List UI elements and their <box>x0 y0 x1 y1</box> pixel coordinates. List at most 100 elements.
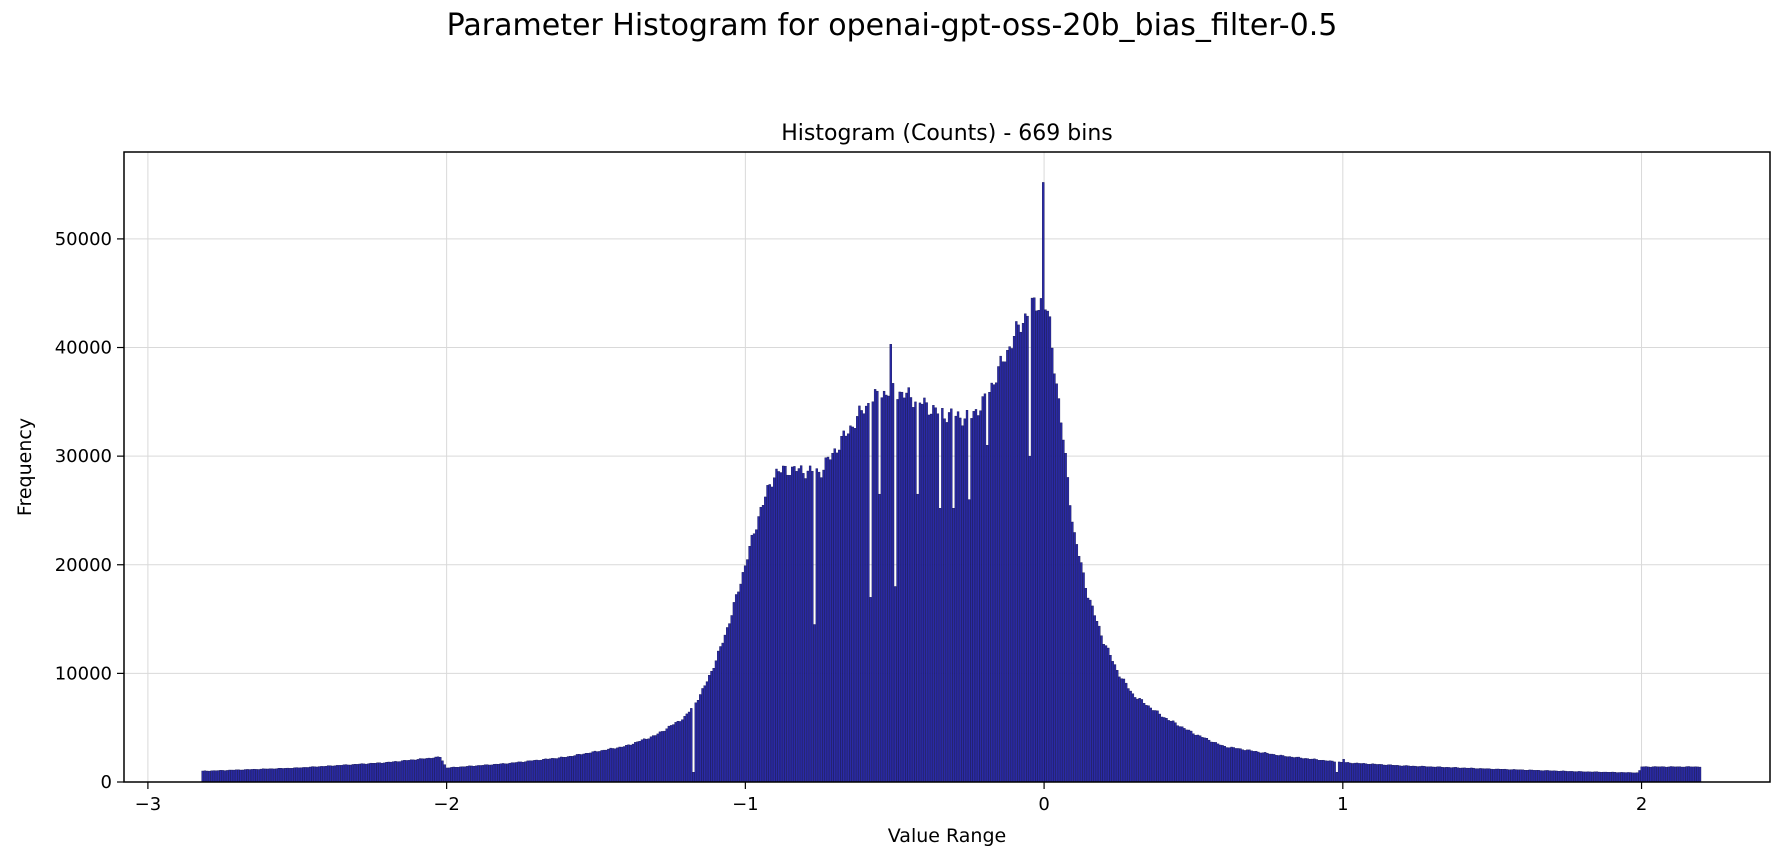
histogram-bar <box>1156 710 1159 783</box>
histogram-bar <box>625 745 628 783</box>
histogram-bar <box>324 765 328 783</box>
histogram-bar <box>1250 750 1253 783</box>
histogram-bar <box>360 763 363 783</box>
histogram-bar <box>1656 766 1659 783</box>
histogram-bar <box>1228 747 1231 783</box>
histogram-bar <box>1461 767 1464 783</box>
histogram-bar <box>734 594 738 783</box>
histogram-bar <box>1344 762 1348 783</box>
histogram-bar <box>992 384 996 783</box>
x-tick-label: −3 <box>135 794 162 815</box>
histogram-bar <box>407 760 411 783</box>
histogram-bar <box>1111 661 1114 783</box>
histogram-bar <box>1692 766 1695 783</box>
histogram-bar <box>1624 772 1628 783</box>
histogram-bar <box>1346 762 1350 783</box>
histogram-bar <box>1190 730 1193 783</box>
histogram-bar <box>791 466 794 783</box>
histogram-bar <box>1573 771 1576 783</box>
histogram-bar <box>230 769 233 783</box>
histogram-bar <box>811 470 814 783</box>
histogram-bar <box>1476 768 1480 783</box>
histogram-bar <box>1640 766 1643 783</box>
histogram-bar <box>259 768 263 783</box>
histogram-bar <box>1452 767 1455 783</box>
histogram-bar <box>1066 477 1070 783</box>
histogram-bar <box>927 414 931 783</box>
histogram-bar <box>1568 771 1572 783</box>
histogram-bar <box>1353 762 1356 783</box>
histogram-bar <box>1510 769 1513 783</box>
histogram-bar <box>490 764 493 783</box>
histogram-bar <box>416 759 419 783</box>
histogram-bar <box>856 416 859 783</box>
y-tick-label: 20000 <box>55 555 112 576</box>
histogram-bar <box>1062 439 1065 783</box>
histogram-bar <box>701 688 704 783</box>
histogram-bar <box>1174 722 1177 783</box>
histogram-bar <box>1185 729 1188 783</box>
histogram-bar <box>223 770 227 783</box>
histogram-bar <box>470 765 473 783</box>
histogram-bar <box>1420 765 1424 783</box>
histogram-bar <box>261 768 265 783</box>
histogram-bar <box>533 760 536 783</box>
histogram-bar <box>1647 766 1650 783</box>
histogram-bar <box>1606 772 1610 783</box>
histogram-bar <box>1284 756 1287 783</box>
histogram-bar <box>759 506 762 783</box>
histogram-bar <box>1555 770 1558 783</box>
histogram-bar <box>457 767 460 783</box>
histogram-bar <box>858 405 861 783</box>
histogram-bar <box>425 758 428 783</box>
histogram-bar <box>403 760 406 783</box>
histogram-bar <box>205 770 209 783</box>
histogram-bar <box>952 508 955 783</box>
histogram-bar <box>454 767 458 783</box>
histogram-bar <box>1133 697 1137 783</box>
histogram-bar <box>499 763 502 783</box>
histogram-bar <box>710 671 713 783</box>
histogram-bar <box>320 766 323 783</box>
histogram-bar <box>712 668 715 783</box>
histogram-bar <box>748 546 751 783</box>
histogram-bar <box>1333 761 1336 783</box>
histogram-bar <box>1355 762 1359 783</box>
histogram-bar <box>723 634 727 783</box>
histogram-bar <box>1304 758 1307 783</box>
histogram-bar <box>1015 321 1018 783</box>
histogram-bar <box>907 387 910 783</box>
histogram-bar <box>544 758 547 783</box>
histogram-bar <box>970 418 973 783</box>
histogram-bar <box>880 397 884 783</box>
histogram-bar <box>640 739 644 783</box>
histogram-bar <box>1001 361 1005 783</box>
histogram-bar <box>1012 336 1016 783</box>
histogram-bar <box>1458 767 1462 783</box>
histogram-bar <box>555 758 558 783</box>
histogram-bar <box>656 733 659 783</box>
histogram-bar <box>714 660 718 783</box>
histogram-bar <box>239 769 242 783</box>
histogram-bar <box>631 743 635 783</box>
histogram-bar <box>766 485 769 783</box>
histogram-bar <box>1373 763 1377 783</box>
histogram-bar <box>351 764 354 783</box>
histogram-bar <box>1483 768 1486 783</box>
histogram-bar <box>842 430 845 783</box>
histogram-bar <box>643 738 646 783</box>
histogram-bar <box>495 763 498 783</box>
y-tick-label: 50000 <box>55 229 112 250</box>
histogram-bar <box>537 760 541 783</box>
histogram-bar <box>750 534 753 783</box>
histogram-bar <box>253 768 256 783</box>
histogram-bar <box>1342 758 1345 783</box>
histogram-bar <box>1586 771 1590 783</box>
histogram-bar <box>517 761 520 783</box>
histogram-bar <box>1680 766 1684 783</box>
histogram-bar <box>1277 755 1280 783</box>
histogram-bar <box>1396 765 1399 783</box>
histogram-bar <box>690 708 693 783</box>
histogram-bar <box>228 769 231 783</box>
histogram-bar <box>1024 313 1027 783</box>
